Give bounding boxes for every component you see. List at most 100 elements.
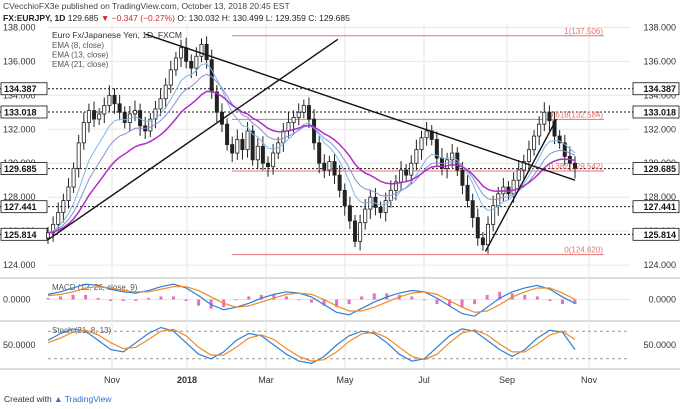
macd-histogram-bar (71, 294, 75, 300)
tradingview-brand[interactable]: TradingView (64, 394, 112, 404)
candle-body (46, 232, 51, 239)
macd-histogram-bar (46, 297, 50, 300)
candle-body (184, 47, 189, 62)
level-box-left (0, 162, 48, 175)
candle-body (552, 120, 557, 137)
candle-body (317, 142, 322, 164)
candle-body (557, 135, 562, 144)
ema-legend-entry: EMA (8, close) (52, 41, 104, 50)
created-with-label: Created with (4, 394, 52, 404)
candle-body (235, 139, 240, 154)
symbol-label: FX:EURJPY, 1D (3, 13, 66, 23)
y-tick-label-left: 138.000 (3, 22, 36, 32)
macd-histogram-bar (272, 294, 276, 300)
candle-body (532, 135, 537, 151)
candle-body (465, 184, 470, 201)
level-label-left: 134.387 (4, 84, 37, 94)
candle-body (102, 105, 107, 115)
macd-histogram-bar (234, 299, 238, 301)
level-label-right: 134.387 (643, 84, 676, 94)
candle-body (86, 110, 91, 123)
ema-21-line (47, 90, 576, 234)
macd-histogram-bar (422, 299, 426, 301)
level-label-left: 125.814 (4, 230, 37, 240)
y-tick-label-left: 124.000 (3, 260, 36, 270)
level-label-left: 127.441 (4, 202, 37, 212)
candle-body (66, 186, 71, 201)
level-box-right (632, 200, 680, 214)
y-tick-label-right: 124.000 (643, 260, 676, 270)
macd-tick-left: 0.0000 (3, 295, 31, 305)
candle-body (97, 113, 102, 120)
candle-body (92, 110, 97, 120)
macd-histogram-bar (159, 296, 163, 300)
macd-histogram-bar (460, 299, 464, 308)
candle-body (445, 159, 450, 169)
candle-body (562, 142, 567, 157)
candle-body (332, 161, 337, 176)
candle-body (383, 200, 388, 213)
macd-tick-right: 0.0000 (648, 295, 676, 305)
candle-body (526, 149, 531, 162)
x-tick-label: Sep (499, 375, 515, 385)
macd-histogram-bar (184, 299, 188, 302)
price-change: ▼ −0.347 (−0.27%) (100, 13, 175, 23)
candle-body (255, 145, 260, 161)
ohlc-values: O: 130.032 H: 130.499 L: 129.359 C: 129.… (177, 13, 350, 23)
last-price: 129.685 (67, 13, 99, 23)
y-tick-label-left: 134.000 (3, 90, 36, 100)
trendline (145, 33, 576, 181)
x-tick-label: Nov (104, 375, 121, 385)
candle-body (511, 179, 516, 195)
y-tick-label-left: 136.000 (3, 56, 36, 66)
macd-histogram-bar (410, 296, 414, 300)
macd-histogram-bar (134, 299, 138, 302)
level-box-right (632, 82, 680, 96)
macd-histogram-bar (335, 299, 339, 308)
macd-histogram-bar (372, 293, 376, 300)
macd-histogram-bar (171, 296, 175, 300)
candle-body (409, 162, 414, 176)
stoch-tick-right: 50.0000 (643, 340, 676, 350)
candle-body (153, 108, 158, 120)
candle-body (173, 57, 178, 71)
candle-body (271, 152, 276, 168)
candle-body (312, 118, 317, 144)
macd-histogram-bar (498, 291, 502, 300)
level-box-left (0, 82, 48, 96)
macd-histogram-bar (448, 299, 452, 306)
macd-histogram-bar (310, 299, 313, 303)
chart-title: Euro Fx/Japanese Yen, 1D, FXCM (52, 30, 182, 40)
candle-body (281, 130, 286, 144)
candle-body (291, 116, 296, 123)
candle-body (250, 130, 255, 161)
candle-body (163, 84, 168, 100)
candle-body (547, 111, 552, 122)
footer-bar: Created with ▲ TradingView (0, 390, 680, 409)
ema-legend-entry: EMA (13, close) (52, 51, 109, 60)
macd-histogram-bar (284, 296, 288, 300)
y-tick-label-left: 128.000 (3, 192, 36, 202)
candle-body (450, 152, 455, 161)
candle-body (306, 105, 311, 120)
macd-histogram-bar (121, 299, 125, 302)
x-tick-label: Mar (258, 375, 274, 385)
x-tick-label: Jul (418, 375, 430, 385)
level-label-right: 129.685 (643, 164, 676, 174)
candle-body (516, 169, 521, 181)
macd-histogram-bar (146, 297, 150, 300)
candle-body (368, 196, 373, 210)
trendline (47, 38, 339, 241)
candle-body (322, 162, 327, 171)
y-tick-label-right: 138.000 (643, 22, 676, 32)
candle-body (117, 103, 122, 113)
candle-body (337, 174, 342, 191)
tradingview-logo-icon[interactable]: ▲ (54, 394, 63, 404)
candle-body (245, 130, 250, 151)
candle-body (573, 162, 578, 169)
candle-body (225, 123, 230, 145)
candle-body (352, 220, 357, 242)
candle-body (475, 217, 480, 239)
candle-body (496, 193, 501, 207)
